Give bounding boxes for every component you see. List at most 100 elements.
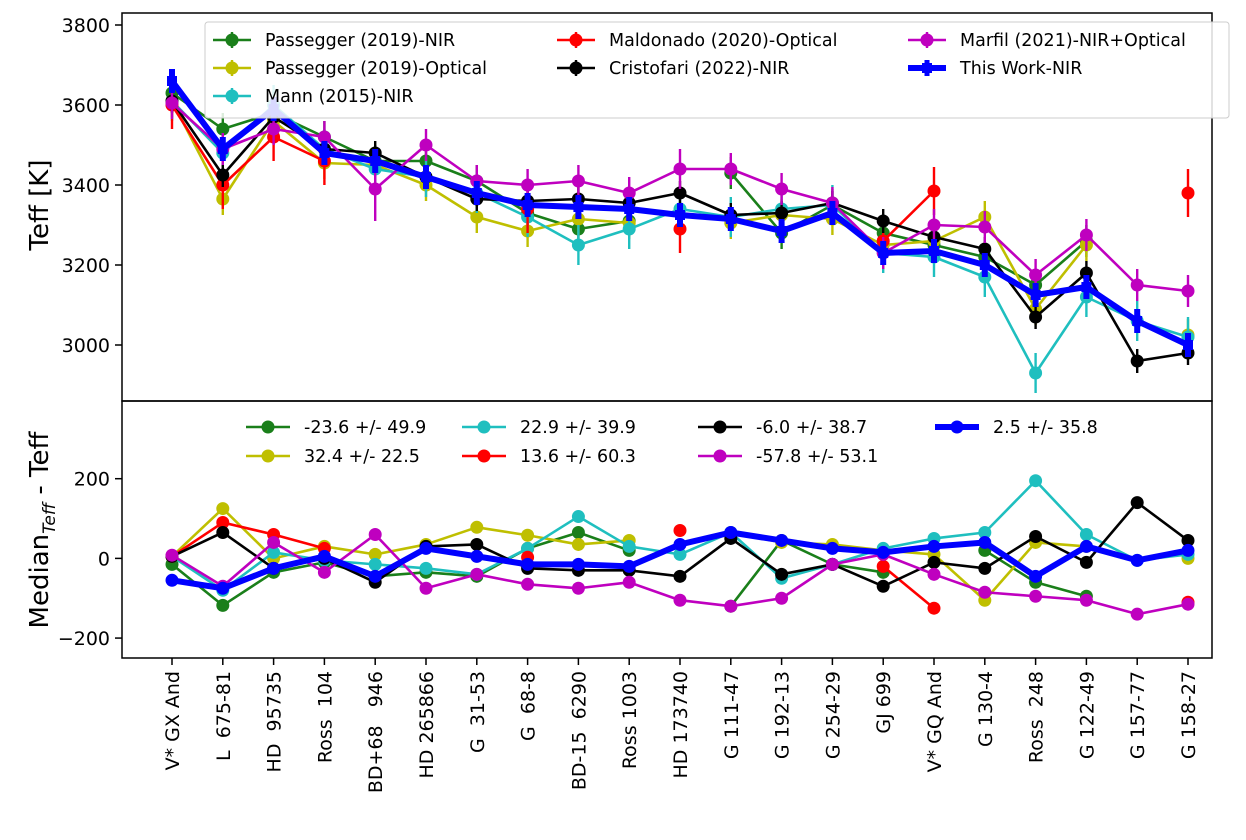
- bottom-marker-pas_opt: [521, 528, 535, 542]
- bottom-marker-mann: [267, 545, 281, 559]
- top-marker-tw: [573, 202, 584, 212]
- bottom-axes-frame: [121, 400, 1213, 659]
- bottom-series-group: [165, 474, 1195, 621]
- bottom-line-pas_opt: [171, 507, 630, 560]
- x-tick-label: G 111-47: [721, 671, 743, 759]
- bottom-legend-label: 32.4 +/- 22.5: [304, 447, 420, 467]
- bottom-line-mald: [171, 521, 325, 558]
- bottom-marker-mald: [876, 559, 890, 573]
- top-marker-marf: [927, 218, 941, 232]
- top-legend-label: Cristofari (2022)-NIR: [609, 59, 789, 79]
- top-marker-marf: [419, 138, 433, 152]
- top-marker-pas_nir: [216, 122, 230, 136]
- bottom-marker-marf: [825, 557, 839, 571]
- bottom-marker-cris: [1181, 533, 1195, 547]
- top-marker-cris: [876, 214, 890, 228]
- top-marker-mann: [571, 238, 585, 252]
- bottom-legend-label: 13.6 +/- 60.3: [520, 447, 636, 467]
- top-series-group: [165, 69, 1195, 393]
- top-marker-marf: [165, 96, 179, 110]
- x-tick-label: V* GQ And: [924, 671, 946, 772]
- top-line-pas_opt: [730, 213, 1088, 311]
- bottom-marker-mann: [622, 539, 636, 553]
- bottom-marker-pas_nir: [216, 598, 230, 612]
- x-tick-label: G 130-4: [975, 671, 997, 747]
- top-marker-tw: [167, 76, 177, 86]
- top-legend-marker: [569, 61, 583, 75]
- bottom-marker-tw: [775, 533, 789, 547]
- bottom-marker-tw: [165, 573, 179, 587]
- top-marker-marf: [724, 162, 738, 176]
- top-marker-tw: [471, 188, 482, 198]
- x-tick-label: HD 265866: [416, 671, 438, 779]
- top-marker-tw: [929, 246, 939, 256]
- bottom-marker-cris: [927, 555, 941, 569]
- bottom-marker-tw: [216, 581, 230, 595]
- bottom-marker-marf: [978, 585, 992, 599]
- bottom-marker-mann: [571, 510, 585, 524]
- bottom-legend-item-tw: 2.5 +/- 35.8: [935, 418, 1098, 438]
- top-marker-mann: [1029, 366, 1043, 380]
- top-marker-mald: [673, 222, 687, 236]
- top-marker-marf: [317, 130, 331, 144]
- bottom-marker-mann: [1079, 527, 1093, 541]
- top-series-marf: [165, 87, 1195, 307]
- bottom-marker-tw: [1130, 553, 1144, 567]
- bottom-y-axis-label: MedianTeff - Teff: [25, 430, 60, 628]
- bottom-marker-tw: [419, 541, 433, 555]
- top-line-pas_nir: [171, 91, 630, 231]
- bottom-marker-cris: [216, 525, 230, 539]
- bottom-marker-marf: [368, 527, 382, 541]
- top-legend-marker: [922, 63, 932, 73]
- bottom-marker-mann: [978, 525, 992, 539]
- bottom-marker-marf: [470, 567, 484, 581]
- x-tick-label: HD 173740: [670, 671, 692, 779]
- top-marker-cris: [1130, 354, 1144, 368]
- bottom-legend-label: 2.5 +/- 35.8: [993, 418, 1098, 438]
- bottom-legend-item-pas_opt: 32.4 +/- 22.5: [246, 447, 420, 467]
- top-marker-tw: [725, 214, 736, 224]
- top-marker-tw: [217, 144, 228, 154]
- x-tick-label: G 68-8: [518, 671, 540, 741]
- top-legend-item-mald: Maldonado (2020)-Optical: [557, 31, 838, 51]
- top-marker-tw: [1132, 316, 1143, 326]
- top-legend-label: Mann (2015)-NIR: [265, 87, 414, 107]
- bottom-legend: -23.6 +/- 49.9 32.4 +/- 22.5 22.9 +/- 39.9…: [246, 418, 1098, 467]
- x-tick-label: G 192-13: [772, 671, 794, 759]
- top-legend-item-mann: Mann (2015)-NIR: [213, 87, 414, 107]
- top-legend-marker: [920, 33, 934, 47]
- bottom-marker-marf: [673, 593, 687, 607]
- top-marker-tw: [1081, 282, 1092, 292]
- bottom-marker-marf: [1029, 589, 1043, 603]
- x-tick-label: Ross 104: [314, 671, 336, 763]
- top-marker-marf: [1181, 284, 1195, 298]
- top-marker-cris: [673, 186, 687, 200]
- top-marker-marf: [673, 162, 687, 176]
- bottom-y-label-main: Median: [25, 534, 55, 629]
- bottom-marker-pas_opt: [470, 520, 484, 534]
- bottom-marker-mann: [673, 547, 687, 561]
- top-legend-item-pas_nir: Passegger (2019)-NIR: [213, 31, 455, 51]
- bottom-legend-marker: [713, 449, 727, 463]
- top-marker-tw: [979, 260, 990, 270]
- top-legend-marker: [225, 61, 239, 75]
- bottom-marker-tw: [368, 569, 382, 583]
- bottom-marker-marf: [571, 581, 585, 595]
- top-marker-pas_opt: [470, 210, 484, 224]
- bottom-legend-marker: [261, 449, 275, 463]
- x-tick-label: HD 95735: [264, 671, 286, 772]
- top-legend-marker: [569, 33, 583, 47]
- bottom-marker-cris: [775, 567, 789, 581]
- top-marker-tw: [624, 204, 635, 214]
- bottom-legend-label: 22.9 +/- 39.9: [520, 418, 636, 438]
- bottom-marker-pas_nir: [571, 525, 585, 539]
- bottom-marker-marf: [724, 599, 738, 613]
- bottom-y-label-tail: - Teff: [25, 430, 55, 502]
- top-line-mald: [170, 104, 325, 187]
- bottom-marker-cris: [1079, 555, 1093, 569]
- top-legend-box: [204, 21, 1230, 119]
- top-marker-tw: [675, 210, 685, 220]
- bottom-legend-marker: [477, 449, 491, 463]
- top-legend-label: This Work-NIR: [959, 59, 1082, 79]
- top-legend-label: Marfil (2021)-NIR+Optical: [960, 31, 1186, 51]
